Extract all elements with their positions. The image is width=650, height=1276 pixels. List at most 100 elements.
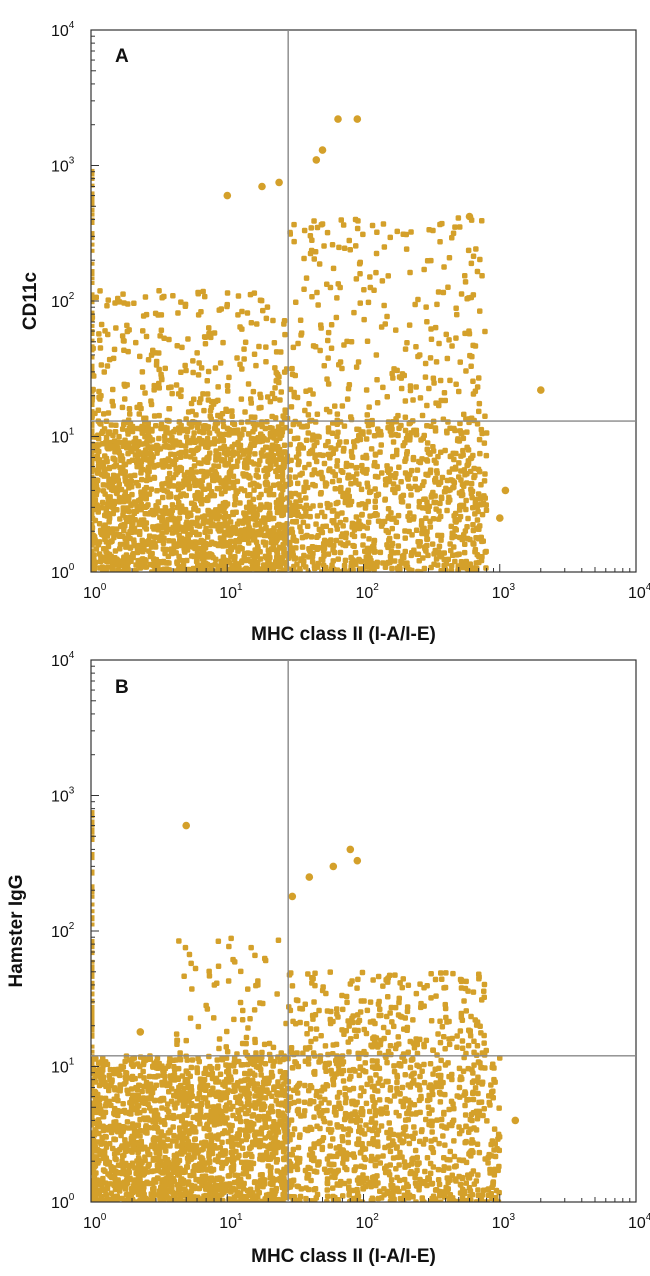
event-point <box>134 479 140 486</box>
event-point <box>170 293 176 299</box>
event-point <box>140 1095 147 1101</box>
event-point <box>188 400 195 407</box>
event-point <box>389 525 395 532</box>
event-point <box>479 273 485 279</box>
event-point <box>459 430 465 436</box>
event-point <box>222 510 229 517</box>
event-point <box>341 423 348 429</box>
event-point <box>146 533 153 539</box>
event-point <box>120 291 126 297</box>
event-point <box>413 384 419 390</box>
event-point <box>142 489 148 495</box>
event-point <box>433 359 440 365</box>
events <box>91 810 520 1202</box>
event-point <box>123 554 129 560</box>
event-point <box>181 472 188 478</box>
event-point <box>459 481 466 488</box>
event-point <box>453 381 459 387</box>
event-point <box>264 304 271 310</box>
event-point <box>254 467 260 473</box>
event-point <box>355 218 361 224</box>
event-point <box>242 1127 248 1133</box>
event-point <box>91 467 95 472</box>
event-point <box>97 558 104 565</box>
event-point <box>223 1062 229 1068</box>
event-point <box>348 339 355 345</box>
event-point <box>258 182 266 191</box>
event-point <box>466 416 473 422</box>
event-point <box>215 463 222 469</box>
event-point <box>182 443 189 449</box>
event-point <box>328 345 335 351</box>
event-point <box>219 1139 225 1146</box>
event-point <box>430 227 436 234</box>
event-point <box>224 303 230 310</box>
event-point <box>108 486 115 493</box>
event-point <box>229 413 235 419</box>
event-point <box>156 385 162 391</box>
event-point <box>236 1184 242 1190</box>
event-point <box>91 423 95 428</box>
event-point <box>91 346 95 351</box>
event-point <box>148 460 154 466</box>
event-point <box>103 455 110 462</box>
event-point <box>98 362 105 368</box>
event-point <box>416 504 422 510</box>
event-point <box>198 537 205 544</box>
event-point <box>91 276 95 281</box>
event-point <box>164 509 170 515</box>
event-point <box>251 1179 258 1186</box>
event-point <box>95 1060 102 1066</box>
event-point <box>353 465 359 471</box>
event-point <box>174 1143 180 1149</box>
event-point <box>108 557 114 563</box>
event-point <box>414 551 420 557</box>
event-point <box>194 522 200 529</box>
event-point <box>144 1082 150 1088</box>
event-point <box>341 562 348 569</box>
event-point <box>91 415 95 419</box>
event-point <box>306 461 312 468</box>
event-point <box>187 510 193 516</box>
event-point <box>291 221 297 228</box>
event-point <box>99 430 105 436</box>
event-point <box>194 1112 200 1119</box>
event-point <box>463 368 469 374</box>
event-point <box>329 508 336 514</box>
event-point <box>452 558 458 565</box>
event-point <box>270 482 277 488</box>
event-point <box>169 550 175 556</box>
event-point <box>224 452 230 458</box>
event-point <box>171 1077 178 1083</box>
event-point <box>251 1060 258 1066</box>
event-point <box>185 409 192 415</box>
event-point <box>119 333 126 339</box>
event-point <box>360 542 366 548</box>
event-point <box>134 425 141 432</box>
event-point <box>308 534 315 540</box>
event-point <box>393 416 399 422</box>
event-point <box>189 529 196 535</box>
event-point <box>309 447 316 453</box>
event-point <box>205 1133 211 1140</box>
event-point <box>171 1157 177 1164</box>
event-point <box>301 286 307 292</box>
event-point <box>369 561 376 567</box>
event-point <box>224 1115 230 1121</box>
event-point <box>356 525 363 532</box>
event-point <box>93 477 100 483</box>
event-point <box>389 565 395 572</box>
event-point <box>245 473 252 479</box>
event-point <box>96 521 103 527</box>
event-point <box>156 380 162 387</box>
event-point <box>221 443 228 450</box>
event-point <box>110 355 117 362</box>
event-point <box>479 511 486 518</box>
event-point <box>91 200 95 205</box>
event-point <box>341 245 348 251</box>
event-point <box>472 343 479 349</box>
event-point <box>258 502 264 508</box>
event-point <box>447 425 453 431</box>
event-point <box>436 516 442 522</box>
event-point <box>245 419 251 425</box>
